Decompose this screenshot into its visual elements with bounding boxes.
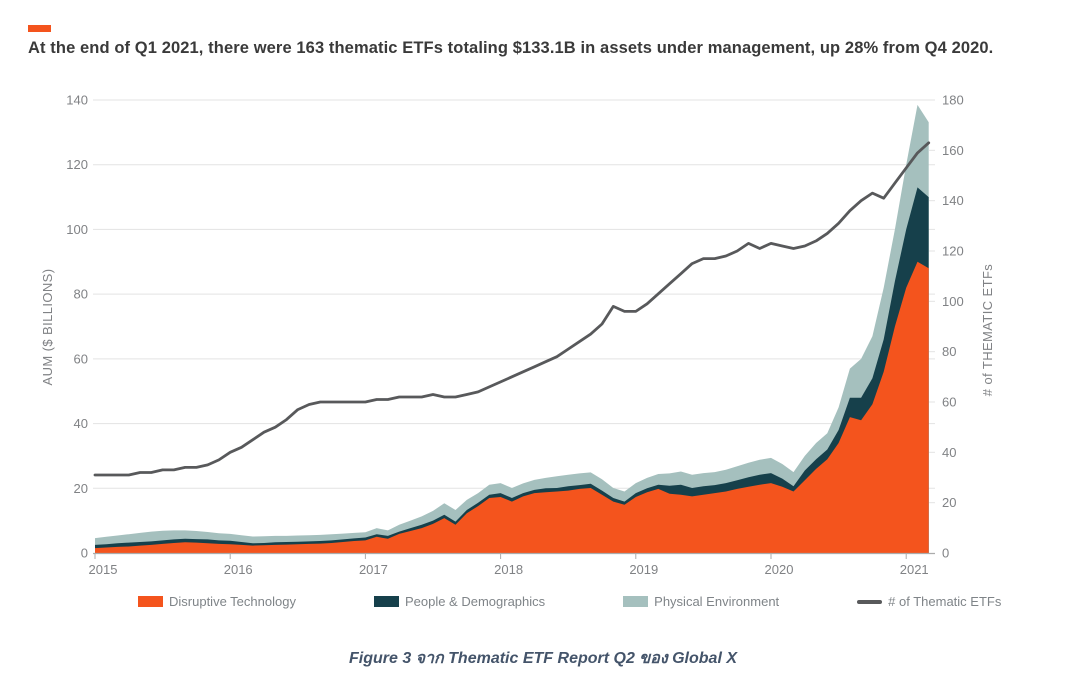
chart-legend: Disruptive Technology People & Demograph… <box>138 594 1068 609</box>
right-axis-ticks: 0 20 40 60 80 100 120 140 160 180 <box>929 93 964 561</box>
x-axis-ticks: 2015 2016 2017 2018 2019 2020 2021 <box>89 554 929 577</box>
headline-text: At the end of Q1 2021, there were 163 th… <box>28 39 994 57</box>
legend-label: People & Demographics <box>404 594 546 609</box>
thematic-etf-chart: 2015 2016 2017 2018 2019 2020 2021 0 20 40 60 80 100… <box>0 90 1086 585</box>
right-tick-label: 180 <box>942 93 964 108</box>
x-tick-label: 2016 <box>224 562 253 577</box>
left-axis-title: AUM ($ BILLIONS) <box>40 269 55 386</box>
legend-item-disruptive-technology: Disruptive Technology <box>138 594 296 609</box>
left-tick-label: 140 <box>66 93 88 108</box>
right-tick-label: 60 <box>942 395 956 410</box>
left-tick-label: 0 <box>81 546 88 561</box>
x-tick-label: 2018 <box>494 562 523 577</box>
chart-svg: 2015 2016 2017 2018 2019 2020 2021 0 20 40 60 80 100… <box>40 93 995 578</box>
etf-count-line <box>93 141 931 477</box>
right-tick-label: 120 <box>942 244 964 259</box>
right-tick-label: 80 <box>942 344 956 359</box>
legend-item-people-demographics: People & Demographics <box>373 594 546 609</box>
left-tick-label: 60 <box>74 351 88 366</box>
x-tick-label: 2021 <box>900 562 929 577</box>
legend-label: # of Thematic ETFs <box>888 594 1002 609</box>
legend-label: Disruptive Technology <box>169 594 296 609</box>
right-tick-label: 0 <box>942 546 949 561</box>
x-tick-label: 2015 <box>89 562 118 577</box>
right-tick-label: 40 <box>942 445 956 460</box>
legend-item-physical-environment: Physical Environment <box>623 594 779 609</box>
left-tick-label: 120 <box>66 157 88 172</box>
legend-label: Physical Environment <box>654 594 780 609</box>
disruptive-technology-swatch <box>138 596 163 607</box>
area-disruptive-technology <box>95 261 929 553</box>
people-demographics-swatch <box>373 596 399 607</box>
left-tick-label: 40 <box>74 416 88 431</box>
gridlines <box>93 99 935 489</box>
x-tick-label: 2017 <box>359 562 388 577</box>
legend-item-etf-count: # of Thematic ETFs <box>857 594 1001 609</box>
x-tick-label: 2020 <box>765 562 794 577</box>
left-axis-ticks: 0 20 40 60 80 100 120 140 <box>66 93 88 561</box>
left-tick-label: 20 <box>74 481 88 496</box>
etf-count-line-swatch <box>857 599 883 604</box>
figure-caption: Figure 3 จาก Thematic ETF Report Q2 ของ … <box>348 650 737 667</box>
left-tick-label: 100 <box>66 222 88 237</box>
left-tick-label: 80 <box>74 287 88 302</box>
right-tick-label: 160 <box>942 143 964 158</box>
x-tick-label: 2019 <box>629 562 658 577</box>
right-tick-label: 20 <box>942 495 956 510</box>
right-tick-label: 140 <box>942 193 964 208</box>
physical-environment-swatch <box>623 596 649 607</box>
right-tick-label: 100 <box>942 294 964 309</box>
right-axis-title: # of THEMATIC ETFs <box>980 264 995 397</box>
accent-dash <box>28 25 51 32</box>
stacked-areas <box>95 104 929 554</box>
